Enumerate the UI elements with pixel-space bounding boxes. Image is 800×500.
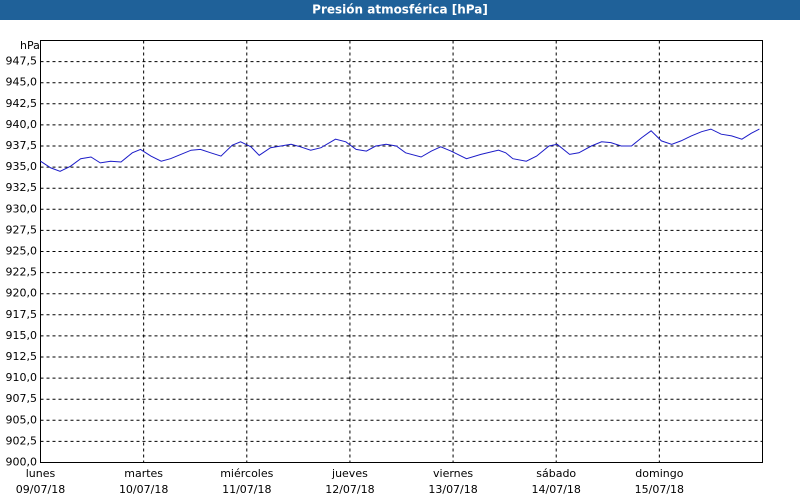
y-tick-label: 905,0: [6, 413, 38, 426]
x-tick-label: martes: [124, 467, 163, 480]
y-tick-label: 920,0: [6, 287, 38, 300]
y-tick-label: 912,5: [6, 350, 38, 363]
y-tick-label: 942,5: [6, 97, 38, 110]
y-tick-label: 902,5: [6, 434, 38, 447]
y-tick-label: 945,0: [6, 76, 38, 89]
x-tick-date: 13/07/18: [428, 483, 477, 496]
x-tick-date: 11/07/18: [222, 483, 271, 496]
x-tick-label: domingo: [635, 467, 683, 480]
chart-title: Presión atmosférica [hPa]: [312, 3, 488, 17]
x-tick-label: jueves: [331, 467, 368, 480]
y-tick-label: 917,5: [6, 308, 38, 321]
y-tick-label: 935,0: [6, 160, 38, 173]
title-bar: [0, 0, 800, 20]
x-tick-date: 15/07/18: [635, 483, 684, 496]
y-tick-label: 927,5: [6, 223, 38, 236]
y-tick-label: 900,0: [6, 456, 38, 469]
y-tick-label: 922,5: [6, 266, 38, 279]
y-tick-label: 930,0: [6, 202, 38, 215]
y-tick-label: 915,0: [6, 329, 38, 342]
y-axis-label: hPa: [20, 39, 40, 52]
x-tick-date: 14/07/18: [532, 483, 581, 496]
y-tick-label: 932,5: [6, 181, 38, 194]
y-tick-label: 937,5: [6, 139, 38, 152]
y-tick-label: 907,5: [6, 392, 38, 405]
y-tick-label: 925,0: [6, 245, 38, 258]
x-tick-date: 12/07/18: [325, 483, 374, 496]
x-tick-date: 09/07/18: [16, 483, 65, 496]
x-tick-label: sábado: [536, 467, 576, 480]
x-tick-label: miércoles: [220, 467, 273, 480]
y-tick-label: 910,0: [6, 371, 38, 384]
x-tick-date: 10/07/18: [119, 483, 168, 496]
x-tick-label: lunes: [26, 467, 56, 480]
x-tick-label: viernes: [433, 467, 473, 480]
data-line: [40, 128, 760, 172]
y-tick-label: 940,0: [6, 118, 38, 131]
y-tick-label: 947,5: [6, 55, 38, 68]
